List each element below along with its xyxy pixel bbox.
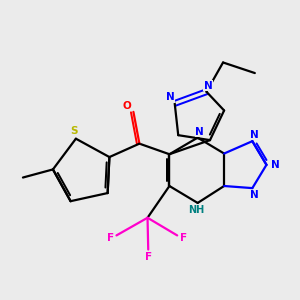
Text: N: N	[250, 190, 259, 200]
Text: N: N	[250, 130, 259, 140]
Text: S: S	[70, 126, 78, 136]
Text: F: F	[180, 233, 187, 243]
Text: N: N	[271, 160, 280, 170]
Text: N: N	[195, 127, 204, 136]
Text: NH: NH	[188, 205, 204, 215]
Text: N: N	[204, 81, 213, 91]
Text: O: O	[123, 100, 131, 110]
Text: F: F	[106, 233, 114, 243]
Text: F: F	[145, 252, 152, 262]
Text: N: N	[166, 92, 175, 102]
